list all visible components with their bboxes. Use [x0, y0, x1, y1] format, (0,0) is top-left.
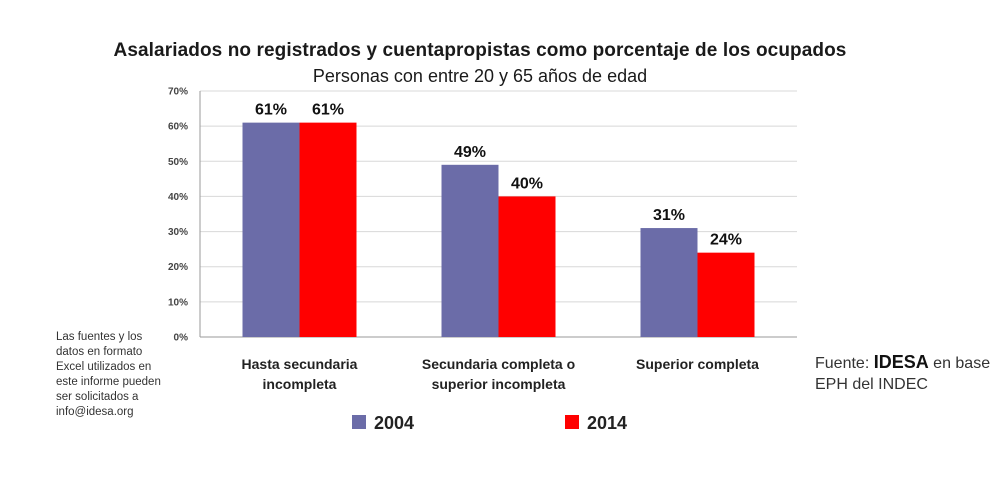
category-label: Superior completa [636, 356, 759, 372]
legend-swatch-2014 [565, 415, 579, 429]
chart-title: Asalariados no registrados y cuentapropi… [113, 40, 847, 61]
data-label-2004-2: 49% [454, 144, 486, 161]
category-label: incompleta [263, 376, 337, 392]
y-tick-label: 0% [174, 333, 189, 344]
data-label-2004-3: 31% [653, 207, 685, 224]
category-label: superior incompleta [432, 376, 566, 392]
bar-2014-2 [498, 196, 556, 337]
bar-2004-3 [640, 228, 698, 337]
x-axis-categories: Hasta secundaria incompleta Secundaria com… [242, 356, 760, 392]
source-brand: IDESA [873, 352, 929, 372]
bars [242, 122, 755, 337]
source-prefix: Fuente: [815, 355, 874, 372]
category-label: Hasta secundaria [242, 356, 358, 372]
bar-2004-1 [242, 122, 300, 337]
legend-swatch-2004 [352, 415, 366, 429]
bar-2004-2 [441, 164, 499, 337]
source-credit: Fuente: IDESA en base EPH del INDEC [815, 352, 995, 395]
legend-label-2014: 2014 [587, 413, 627, 433]
bar-2014-3 [697, 252, 755, 337]
legend: 2004 2014 [352, 413, 627, 433]
data-label-2014-3: 24% [710, 232, 742, 249]
data-labels: 61% 61% 49% 40% 31% 24% [255, 102, 742, 249]
y-tick-label: 40% [168, 192, 188, 203]
y-axis-ticks: 0% 10% 20% 30% 40% 50% 60% 70% [168, 87, 188, 344]
data-label-2004-1: 61% [255, 102, 287, 119]
y-tick-label: 60% [168, 122, 188, 133]
y-tick-label: 10% [168, 297, 188, 308]
y-tick-label: 20% [168, 262, 188, 273]
y-tick-label: 50% [168, 157, 188, 168]
bar-2014-1 [299, 122, 357, 337]
category-label: Secundaria completa o [422, 356, 575, 372]
y-tick-label: 70% [168, 87, 188, 98]
data-source-note: Las fuentes y los datos en formato Excel… [56, 331, 161, 418]
source-suffix: en base EPH del INDEC [815, 355, 991, 393]
y-tick-label: 30% [168, 227, 188, 238]
legend-label-2004: 2004 [374, 413, 414, 433]
chart-subtitle: Personas con entre 20 y 65 años de edad [312, 66, 648, 86]
data-label-2014-1: 61% [312, 102, 344, 119]
data-label-2014-2: 40% [511, 175, 543, 192]
